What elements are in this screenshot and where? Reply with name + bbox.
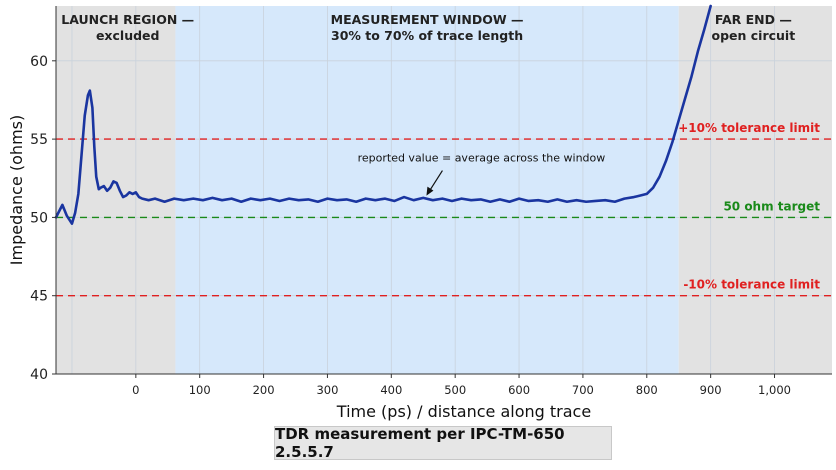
- impedance-series: [54, 4, 712, 225]
- y-tick-label: 60: [30, 54, 48, 70]
- region-far-end: [678, 6, 832, 374]
- x-tick-label: 300: [316, 383, 338, 397]
- reference-lines: [56, 138, 832, 297]
- x-tick-label: 600: [508, 383, 530, 397]
- x-tick-label: 500: [444, 383, 466, 397]
- annotation-text: reported value = average across the wind…: [358, 152, 606, 165]
- x-tick-label: 400: [380, 383, 402, 397]
- x-tick-label: 100: [189, 383, 211, 397]
- y-tick-label: 45: [30, 289, 48, 305]
- region-launch: [56, 6, 176, 374]
- lower-tolerance-label: -10% tolerance limit: [683, 278, 820, 292]
- annotation-arrow-head: [426, 186, 434, 196]
- x-tick-label: 200: [253, 383, 275, 397]
- y-tick-label: 55: [30, 132, 48, 148]
- caption-text: TDR measurement per IPC-TM-650 2.5.5.7: [275, 425, 565, 461]
- region-subtitle-launch: excluded: [96, 28, 160, 43]
- y-axis-label: Impedance (ohms): [7, 115, 26, 265]
- caption-box: TDR measurement per IPC-TM-650 2.5.5.7: [274, 425, 612, 461]
- annotation: reported value = average across the wind…: [358, 152, 606, 196]
- region-title-launch: LAUNCH REGION —: [61, 12, 194, 27]
- x-tick-label: 1,000: [758, 383, 791, 397]
- upper-tolerance-label: +10% tolerance limit: [678, 121, 820, 135]
- axes: 0 100 200 300 400 500 600 700 800 900 1,000 40 45 50 5…: [7, 6, 832, 421]
- text-labels: +10% tolerance limit 50 ohm target -10% to…: [61, 12, 820, 292]
- y-tick-label: 50: [30, 210, 48, 226]
- y-tick-label: 40: [30, 367, 48, 383]
- region-title-measurement: MEASUREMENT WINDOW —: [331, 12, 524, 27]
- x-tick-label: 700: [572, 383, 594, 397]
- x-axis-label: Time (ps) / distance along trace: [336, 402, 591, 421]
- region-subtitle-measurement: 30% to 70% of trace length: [331, 28, 523, 43]
- target-label: 50 ohm target: [723, 199, 820, 213]
- region-title-far-end: FAR END —: [715, 12, 792, 27]
- series-line-0: [54, 4, 712, 225]
- x-tick-label: 0: [132, 383, 139, 397]
- x-tick-label: 900: [700, 383, 722, 397]
- x-tick-label: 800: [636, 383, 658, 397]
- region-subtitle-far-end: open circuit: [712, 28, 796, 43]
